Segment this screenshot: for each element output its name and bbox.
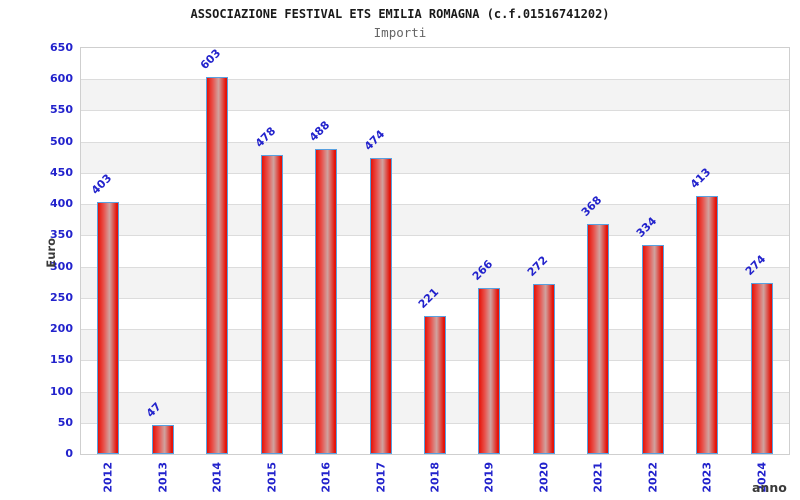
bar-value-label: 488 xyxy=(306,118,333,145)
grid-band xyxy=(81,141,789,173)
bar-value-label: 266 xyxy=(470,257,496,283)
x-tick-label: 2022 xyxy=(646,462,660,493)
x-tick-label: 2013 xyxy=(156,462,170,493)
plot-area: 403 47 603 478 488 474 221 266 272 368 334 413 274 xyxy=(80,47,790,455)
bar-2015 xyxy=(260,155,283,454)
x-tick-label: 2021 xyxy=(591,462,605,493)
bar-2021 xyxy=(587,224,610,454)
y-tick-label: 0 xyxy=(65,447,73,460)
bar-2014 xyxy=(206,77,229,454)
bar-value-label: 368 xyxy=(579,193,605,220)
grid-band xyxy=(81,235,789,267)
x-tick-label: 2017 xyxy=(374,462,388,493)
y-tick-label: 250 xyxy=(50,290,73,304)
y-tick-label: 200 xyxy=(50,322,73,336)
bar-value-label: 413 xyxy=(688,165,714,192)
bar-value-label: 403 xyxy=(89,171,115,198)
bar-value-label: 603 xyxy=(197,46,224,73)
grid-band xyxy=(81,110,789,142)
bar-2017 xyxy=(369,157,392,454)
y-tick-label: 50 xyxy=(57,415,73,429)
bar-2024 xyxy=(750,282,773,454)
grid-band xyxy=(81,266,789,298)
y-tick-label: 600 xyxy=(50,72,73,86)
y-tick-label: 100 xyxy=(50,384,73,398)
y-tick-label: 400 xyxy=(50,197,73,211)
grid-band xyxy=(81,48,789,80)
x-tick-label: 2018 xyxy=(428,462,442,493)
bar-value-label: 474 xyxy=(361,127,387,153)
y-tick-label: 650 xyxy=(50,41,73,54)
x-tick-label: 2016 xyxy=(319,462,333,493)
bar-value-label: 272 xyxy=(524,253,551,280)
x-tick-label: 2023 xyxy=(700,462,714,493)
bar-2012 xyxy=(97,202,120,454)
bar-value-label: 274 xyxy=(742,252,769,278)
bar-value-label: 221 xyxy=(415,285,442,311)
y-tick-label: 450 xyxy=(50,165,73,179)
y-tick-label: 550 xyxy=(50,103,73,117)
x-tick-label: 2020 xyxy=(537,462,551,493)
bar-2020 xyxy=(532,284,555,454)
chart-title: ASSOCIAZIONE FESTIVAL ETS EMILIA ROMAGNA… xyxy=(190,7,610,21)
y-tick-label: 150 xyxy=(50,353,73,367)
bar-2023 xyxy=(696,196,719,454)
bar-2013 xyxy=(151,424,174,454)
bar-value-label: 334 xyxy=(633,214,660,241)
chart-subtitle: Importi xyxy=(373,25,427,40)
bar-2018 xyxy=(424,315,446,454)
bar-2019 xyxy=(478,287,501,454)
y-tick-label: 350 xyxy=(50,228,73,242)
bar-value-label: 47 xyxy=(143,399,164,420)
grid-band xyxy=(81,172,789,205)
bar-value-label: 478 xyxy=(252,124,278,151)
x-tick-label: 2015 xyxy=(265,462,279,493)
x-tick-label: 2014 xyxy=(210,462,224,493)
y-tick-label: 300 xyxy=(50,259,73,273)
y-axis-label: Euro xyxy=(44,238,58,268)
x-axis-label: anno xyxy=(752,480,787,495)
bar-2016 xyxy=(315,149,338,454)
x-tick-label: 2019 xyxy=(482,462,496,493)
x-tick-label: 2012 xyxy=(101,462,115,493)
grid-band xyxy=(81,204,789,236)
bars-layer: 403 47 603 478 488 474 221 266 272 368 334 413 274 xyxy=(81,46,789,454)
bar-2022 xyxy=(641,245,664,454)
y-tick-label: 500 xyxy=(50,134,73,148)
grid-band xyxy=(81,79,789,111)
